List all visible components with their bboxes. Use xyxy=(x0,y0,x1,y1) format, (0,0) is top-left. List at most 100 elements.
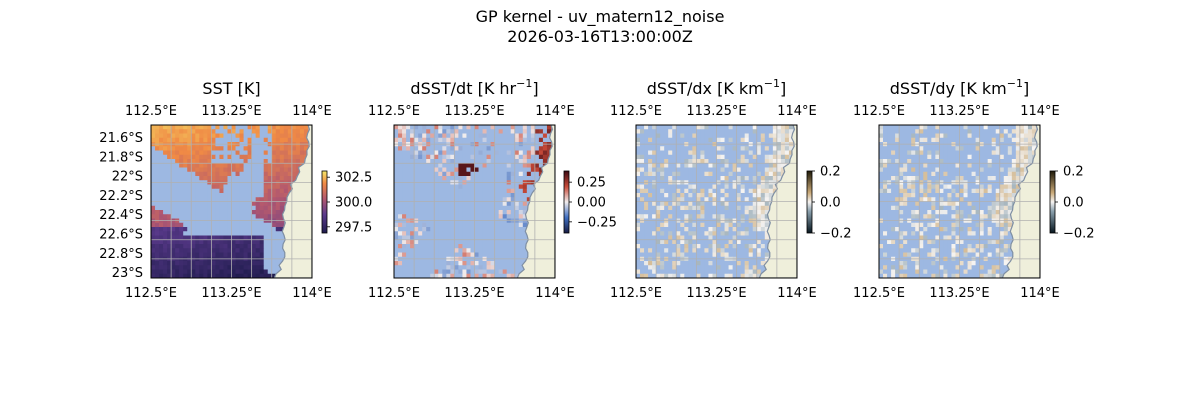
heatmap-cell xyxy=(660,146,665,151)
heatmap-cell xyxy=(530,159,536,164)
heatmap-cell xyxy=(732,265,738,270)
heatmap-cell xyxy=(664,167,669,173)
heatmap-cell xyxy=(418,176,423,181)
heatmap-cell xyxy=(446,205,451,211)
heatmap-cell xyxy=(1015,146,1021,151)
heatmap-cell xyxy=(235,167,240,173)
heatmap-cell xyxy=(744,133,750,139)
heatmap-cell xyxy=(526,197,532,202)
heatmap-cell xyxy=(482,133,487,139)
heatmap-cell xyxy=(486,137,491,143)
heatmap-cell xyxy=(756,244,762,249)
heatmap-cell xyxy=(422,125,427,130)
heatmap-cell xyxy=(688,159,693,164)
heatmap-cell xyxy=(664,201,669,207)
heatmap-cell xyxy=(203,146,208,151)
heatmap-cell xyxy=(219,269,224,275)
heatmap-cell xyxy=(728,269,734,275)
heatmap-cell xyxy=(983,137,989,143)
heatmap-cell xyxy=(187,167,192,173)
heatmap-cell xyxy=(398,150,403,156)
heatmap-cell xyxy=(462,137,467,143)
heatmap-cell xyxy=(498,252,504,258)
heatmap-cell xyxy=(502,227,508,232)
heatmap-cell xyxy=(959,231,964,236)
heatmap-cell xyxy=(712,269,717,275)
heatmap-cell xyxy=(191,235,196,241)
heatmap-cell xyxy=(478,252,483,258)
heatmap-cell xyxy=(486,273,491,278)
heatmap-cell xyxy=(935,201,940,207)
heatmap-cell xyxy=(271,244,277,249)
heatmap-cell xyxy=(975,154,981,160)
heatmap-cell xyxy=(251,163,257,168)
heatmap-cell xyxy=(191,252,196,258)
heatmap-cell xyxy=(768,171,774,177)
heatmap-cell xyxy=(959,248,964,253)
heatmap-cell xyxy=(648,265,653,270)
heatmap-cell xyxy=(672,154,677,160)
heatmap-cell xyxy=(951,201,956,207)
heatmap-cell xyxy=(696,146,701,151)
heatmap-cell xyxy=(478,171,483,177)
heatmap-cell xyxy=(167,227,172,232)
heatmap-cell xyxy=(171,129,176,134)
heatmap-cell xyxy=(640,231,645,236)
heatmap-cell xyxy=(251,184,257,190)
heatmap-cell xyxy=(231,222,236,228)
heatmap-cell xyxy=(207,129,212,134)
heatmap-cell xyxy=(704,214,709,219)
heatmap-cell xyxy=(239,205,244,211)
heatmap-cell xyxy=(518,201,524,207)
heatmap-cell xyxy=(259,133,265,139)
heatmap-cell xyxy=(406,227,411,232)
heatmap-cell xyxy=(899,125,904,130)
heatmap-cell xyxy=(668,269,673,275)
heatmap-cell xyxy=(239,261,244,266)
heatmap-cell xyxy=(442,261,447,266)
heatmap-cell xyxy=(760,205,766,211)
heatmap-cell xyxy=(450,248,455,253)
colorbar-tick-label: 0.2 xyxy=(820,165,841,180)
heatmap-cell xyxy=(434,154,439,160)
heatmap-cell xyxy=(454,129,459,134)
heatmap-cell xyxy=(406,210,411,215)
heatmap-cell xyxy=(235,222,240,228)
heatmap-cell xyxy=(716,129,721,134)
heatmap-cell xyxy=(243,159,248,164)
heatmap-cell xyxy=(648,171,653,177)
heatmap-cell xyxy=(668,163,673,168)
heatmap-cell xyxy=(402,201,407,207)
heatmap-cell xyxy=(267,265,273,270)
heatmap-cell xyxy=(458,239,463,245)
heatmap-cell xyxy=(967,184,972,190)
heatmap-cell xyxy=(971,201,977,207)
heatmap-cell xyxy=(903,150,908,156)
heatmap-cell xyxy=(708,193,713,198)
heatmap-cell xyxy=(466,197,471,202)
heatmap-cell xyxy=(458,248,463,253)
heatmap-cell xyxy=(263,154,269,160)
heatmap-cell xyxy=(450,210,455,215)
heatmap-cell xyxy=(462,133,467,139)
heatmap-cell xyxy=(187,205,192,211)
heatmap-cell xyxy=(502,231,508,236)
heatmap-cell xyxy=(987,235,993,241)
heatmap-cell xyxy=(947,248,952,253)
heatmap-cell xyxy=(406,197,411,202)
heatmap-cell xyxy=(939,184,944,190)
heatmap-cell xyxy=(243,133,248,139)
heatmap-cell xyxy=(939,205,944,211)
heatmap-cell xyxy=(410,167,415,173)
heatmap-cell xyxy=(712,239,717,245)
heatmap-cell xyxy=(199,176,204,181)
heatmap-cell xyxy=(398,133,403,139)
heatmap-cell xyxy=(263,201,269,207)
heatmap-cell xyxy=(470,235,475,241)
heatmap-cell xyxy=(644,184,649,190)
heatmap-cell xyxy=(454,163,459,168)
heatmap-cell xyxy=(195,146,200,151)
heatmap-cell xyxy=(446,210,451,215)
heatmap-cell xyxy=(999,184,1005,190)
heatmap-cell xyxy=(394,227,399,232)
